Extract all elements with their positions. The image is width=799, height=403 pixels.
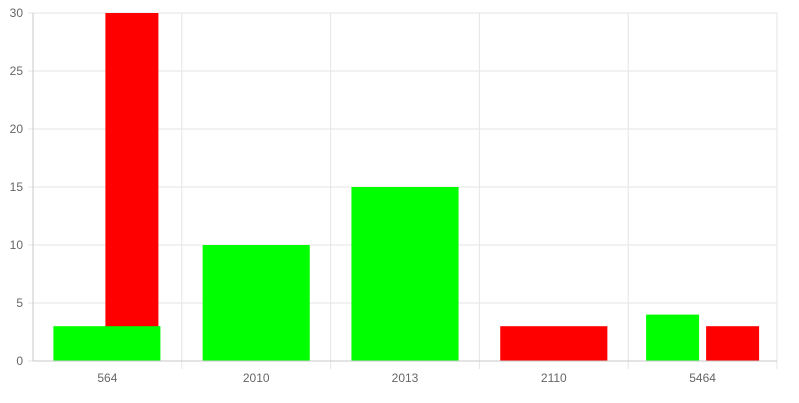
x-tick-label: 2010 (243, 371, 270, 385)
x-tick-label: 2110 (541, 371, 567, 385)
axis-layer (32, 13, 777, 362)
bar-564-series-2 (105, 13, 159, 361)
x-tick-label: 5464 (689, 371, 716, 385)
y-tick-label: 30 (10, 6, 24, 20)
bar-2010-series-1 (202, 245, 310, 361)
x-tick-label: 2013 (392, 371, 419, 385)
bar-564-series-1 (53, 326, 161, 361)
y-tick-label: 0 (16, 354, 23, 368)
y-tick-label: 20 (10, 122, 24, 136)
bar-5464-series-1 (646, 314, 700, 361)
y-tick-label: 15 (10, 180, 24, 194)
bar-layer (53, 13, 760, 361)
y-tick-label: 10 (10, 238, 24, 252)
bar-2110-series-2 (500, 326, 608, 361)
y-tick-label: 25 (10, 64, 24, 78)
bar-2013-series-1 (351, 187, 459, 361)
y-tick-label: 5 (16, 296, 23, 310)
bar-5464-series-2 (706, 326, 760, 361)
x-tick-label: 564 (97, 371, 117, 385)
label-layer: 0 5 10 15 20 25 30 564 2010 2013 2110 5464 (10, 6, 717, 385)
